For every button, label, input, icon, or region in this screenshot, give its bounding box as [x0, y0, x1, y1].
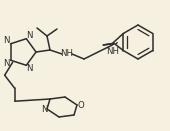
Text: N: N — [3, 36, 10, 45]
Text: NH: NH — [61, 50, 73, 59]
Text: NH: NH — [106, 47, 119, 56]
Text: O: O — [78, 100, 84, 110]
Text: N: N — [26, 64, 33, 73]
Text: N: N — [41, 105, 47, 113]
Text: N: N — [3, 59, 10, 68]
Text: N: N — [26, 31, 33, 40]
